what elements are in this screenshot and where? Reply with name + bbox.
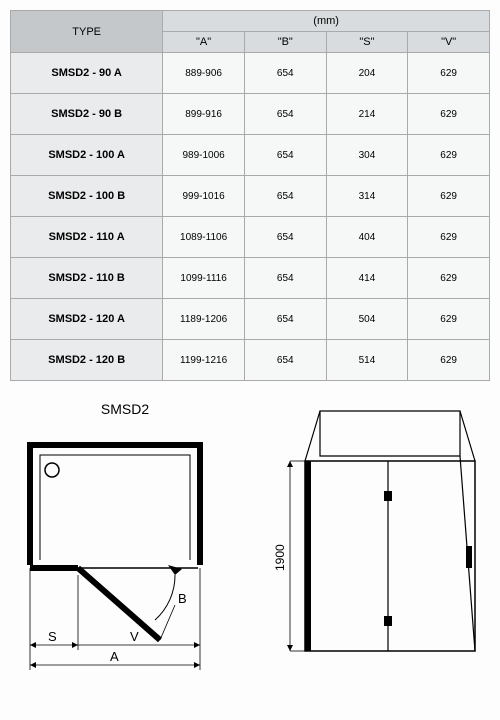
col-s: "S" bbox=[326, 32, 408, 53]
label-a: A bbox=[110, 649, 119, 664]
val-s: 304 bbox=[326, 135, 408, 176]
val-a: 999-1016 bbox=[163, 176, 245, 217]
val-a: 1089-1106 bbox=[163, 217, 245, 258]
val-a: 1189-1206 bbox=[163, 299, 245, 340]
table-row: SMSD2 - 120 B1199-1216654514629 bbox=[11, 340, 490, 381]
type-cell: SMSD2 - 100 A bbox=[11, 135, 163, 176]
val-b: 654 bbox=[244, 135, 326, 176]
val-s: 314 bbox=[326, 176, 408, 217]
val-v: 629 bbox=[408, 299, 490, 340]
val-b: 654 bbox=[244, 53, 326, 94]
val-a: 889-906 bbox=[163, 53, 245, 94]
col-v: "V" bbox=[408, 32, 490, 53]
type-cell: SMSD2 - 90 A bbox=[11, 53, 163, 94]
table-row: SMSD2 - 100 B999-1016654314629 bbox=[11, 176, 490, 217]
type-cell: SMSD2 - 110 B bbox=[11, 258, 163, 299]
val-s: 414 bbox=[326, 258, 408, 299]
val-a: 1099-1116 bbox=[163, 258, 245, 299]
type-cell: SMSD2 - 90 B bbox=[11, 94, 163, 135]
table-row: SMSD2 - 100 A989-1006654304629 bbox=[11, 135, 490, 176]
val-b: 654 bbox=[244, 217, 326, 258]
label-v: V bbox=[130, 629, 139, 644]
table-row: SMSD2 - 90 B899-916654214629 bbox=[11, 94, 490, 135]
label-s: S bbox=[48, 629, 57, 644]
table-row: SMSD2 - 110 B1099-1116654414629 bbox=[11, 258, 490, 299]
val-v: 629 bbox=[408, 258, 490, 299]
val-a: 989-1006 bbox=[163, 135, 245, 176]
table-row: SMSD2 - 90 A889-906654204629 bbox=[11, 53, 490, 94]
val-s: 214 bbox=[326, 94, 408, 135]
val-b: 654 bbox=[244, 176, 326, 217]
val-v: 629 bbox=[408, 94, 490, 135]
val-v: 629 bbox=[408, 340, 490, 381]
front-view-diagram: 1900 bbox=[260, 401, 490, 681]
type-header: TYPE bbox=[11, 11, 163, 53]
val-b: 654 bbox=[244, 258, 326, 299]
table-row: SMSD2 - 120 A1189-1206654504629 bbox=[11, 299, 490, 340]
val-s: 504 bbox=[326, 299, 408, 340]
dimension-table: TYPE (mm) "A" "B" "S" "V" SMSD2 - 90 A88… bbox=[10, 10, 490, 381]
val-b: 654 bbox=[244, 94, 326, 135]
type-cell: SMSD2 - 100 B bbox=[11, 176, 163, 217]
diagram-title: SMSD2 bbox=[10, 401, 240, 417]
val-s: 204 bbox=[326, 53, 408, 94]
val-v: 629 bbox=[408, 217, 490, 258]
type-cell: SMSD2 - 120 B bbox=[11, 340, 163, 381]
plan-view-diagram: B S V A bbox=[10, 425, 220, 675]
val-b: 654 bbox=[244, 299, 326, 340]
val-v: 629 bbox=[408, 176, 490, 217]
type-cell: SMSD2 - 120 A bbox=[11, 299, 163, 340]
val-s: 404 bbox=[326, 217, 408, 258]
col-b: "B" bbox=[244, 32, 326, 53]
label-height: 1900 bbox=[273, 544, 287, 571]
val-b: 654 bbox=[244, 340, 326, 381]
unit-header: (mm) bbox=[163, 11, 490, 32]
table-row: SMSD2 - 110 A1089-1106654404629 bbox=[11, 217, 490, 258]
type-cell: SMSD2 - 110 A bbox=[11, 217, 163, 258]
col-a: "A" bbox=[163, 32, 245, 53]
label-b: B bbox=[178, 591, 187, 606]
val-v: 629 bbox=[408, 53, 490, 94]
val-v: 629 bbox=[408, 135, 490, 176]
val-a: 1199-1216 bbox=[163, 340, 245, 381]
val-s: 514 bbox=[326, 340, 408, 381]
val-a: 899-916 bbox=[163, 94, 245, 135]
